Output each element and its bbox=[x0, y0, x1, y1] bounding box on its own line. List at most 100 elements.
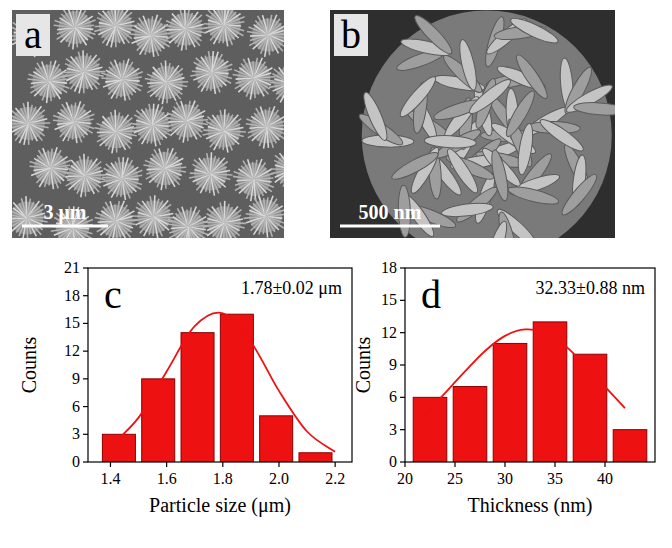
petal bbox=[212, 64, 232, 72]
petal bbox=[50, 160, 71, 168]
petal bbox=[168, 121, 187, 132]
petal bbox=[28, 124, 37, 142]
petal bbox=[169, 227, 188, 238]
petal bbox=[75, 20, 96, 27]
x-tick bbox=[110, 462, 111, 467]
y-tick-label: 6 bbox=[72, 398, 80, 415]
y-tick-label: 15 bbox=[381, 291, 397, 308]
x-tick bbox=[278, 462, 279, 467]
petal bbox=[49, 81, 62, 94]
nanosheet bbox=[389, 148, 441, 183]
x-tick-label: 2.2 bbox=[325, 470, 345, 487]
petal bbox=[211, 174, 226, 182]
y-tick-label: 6 bbox=[389, 388, 397, 405]
petal bbox=[165, 158, 184, 168]
y-tick bbox=[83, 434, 88, 435]
panel-letter: a bbox=[24, 12, 42, 57]
petal bbox=[259, 196, 266, 216]
petal bbox=[68, 10, 75, 28]
annotation: 1.78±0.02 μm bbox=[241, 278, 342, 298]
petal bbox=[83, 72, 92, 90]
petal bbox=[248, 127, 267, 138]
sem-image bbox=[12, 10, 284, 238]
nanosheet bbox=[507, 183, 560, 207]
petal bbox=[154, 217, 158, 238]
petal bbox=[265, 209, 284, 216]
petal bbox=[105, 202, 116, 221]
particle-core bbox=[59, 11, 92, 44]
petal bbox=[154, 149, 165, 168]
petal bbox=[31, 81, 49, 88]
y-tick-label: 3 bbox=[389, 421, 397, 438]
petal bbox=[249, 210, 265, 216]
y-axis-title: Counts bbox=[18, 336, 40, 393]
plot-marks bbox=[413, 322, 647, 462]
nanosheet bbox=[466, 76, 514, 118]
petal bbox=[66, 176, 85, 186]
y-tick-label: 18 bbox=[64, 287, 80, 304]
x-tick bbox=[554, 462, 555, 467]
petal bbox=[258, 16, 269, 35]
petal bbox=[235, 179, 254, 190]
petal bbox=[279, 67, 284, 83]
petal bbox=[248, 159, 254, 179]
petal bbox=[267, 127, 274, 148]
nanosheet bbox=[558, 171, 601, 219]
panel-letter: b bbox=[341, 12, 361, 57]
panel-letter: c bbox=[104, 272, 122, 317]
petal bbox=[254, 179, 256, 200]
histogram-bar bbox=[142, 379, 175, 462]
histogram-bar bbox=[260, 416, 293, 462]
petal bbox=[224, 131, 239, 139]
petal bbox=[115, 60, 123, 80]
petal bbox=[272, 74, 284, 84]
petal bbox=[12, 124, 28, 129]
petal bbox=[182, 207, 188, 227]
y-tick-label: 12 bbox=[381, 324, 397, 341]
petal bbox=[248, 127, 267, 133]
x-tick-label: 20 bbox=[397, 470, 413, 487]
x-axis-title: Thickness (nm) bbox=[468, 494, 593, 517]
nanosheet bbox=[360, 90, 391, 143]
petal bbox=[132, 36, 151, 43]
x-tick bbox=[404, 462, 405, 467]
petal bbox=[71, 166, 85, 176]
petal bbox=[97, 132, 116, 142]
petal bbox=[202, 131, 224, 135]
petal bbox=[187, 111, 206, 121]
petal bbox=[103, 80, 122, 87]
x-tick bbox=[454, 462, 455, 467]
x-tick-label: 1.6 bbox=[157, 470, 177, 487]
y-tick bbox=[400, 461, 405, 462]
x-tick-label: 1.4 bbox=[100, 470, 120, 487]
nanosheet bbox=[424, 134, 477, 149]
panel-letter: d bbox=[421, 272, 441, 317]
x-tick-label: 35 bbox=[547, 470, 563, 487]
petal bbox=[188, 227, 195, 238]
nanosheet bbox=[515, 122, 535, 175]
nanosheet bbox=[411, 12, 456, 58]
plot-frame bbox=[405, 268, 655, 462]
fit-curve bbox=[110, 313, 335, 452]
y-tick-label: 21 bbox=[64, 259, 80, 276]
histogram-bar bbox=[220, 314, 253, 462]
petal bbox=[57, 28, 75, 40]
nanosheet bbox=[443, 146, 481, 196]
scale-bar-label: 500 nm bbox=[359, 201, 422, 223]
x-tick bbox=[504, 462, 505, 467]
petal bbox=[275, 169, 284, 182]
nanosheet bbox=[573, 101, 615, 117]
plot-marks bbox=[102, 313, 335, 462]
petal bbox=[207, 153, 211, 174]
scale-bar bbox=[340, 225, 440, 228]
petal bbox=[154, 217, 169, 225]
annotation: 32.33±0.88 nm bbox=[536, 278, 645, 298]
x-tick bbox=[222, 462, 223, 467]
petal bbox=[79, 72, 83, 93]
petal bbox=[159, 149, 165, 169]
y-tick bbox=[83, 378, 88, 379]
petal bbox=[189, 174, 211, 178]
scale-bar bbox=[22, 225, 108, 228]
petal bbox=[224, 223, 232, 238]
nanosheet bbox=[396, 73, 439, 120]
